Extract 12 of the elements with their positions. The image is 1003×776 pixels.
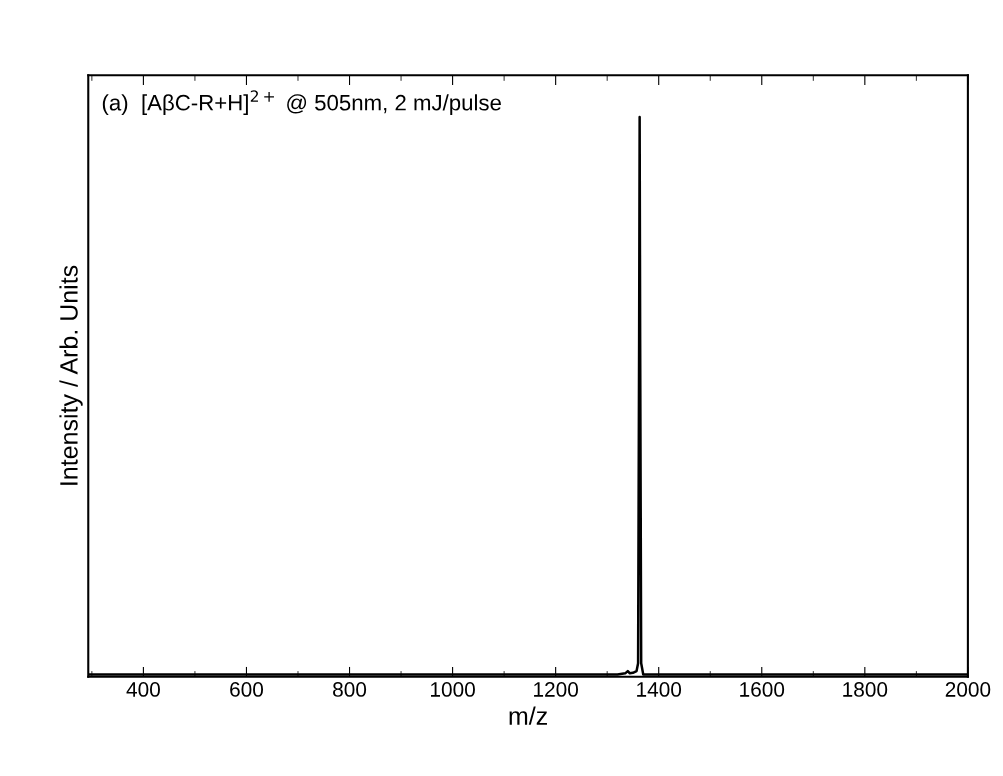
x-tick-label: 600 (230, 682, 264, 697)
x-tick-label: 1600 (740, 682, 785, 697)
x-tick-label: 1400 (637, 682, 682, 697)
x-tick-label: 1200 (534, 682, 579, 697)
x-tick-label: 800 (333, 682, 367, 697)
x-tick-label: 1000 (431, 682, 475, 697)
x-axis-title: m/z (509, 706, 547, 725)
y-axis-title: Intensity / Arb. Units (59, 265, 83, 485)
x-tick-label: 1800 (843, 682, 888, 697)
x-tick-label: 2000 (945, 682, 991, 697)
x-tick-label: 400 (126, 682, 160, 697)
chart-title: (a) [AβC-R+H]$^{2+}$ @ 505nm, 2 mJ/pulse (102, 90, 501, 115)
